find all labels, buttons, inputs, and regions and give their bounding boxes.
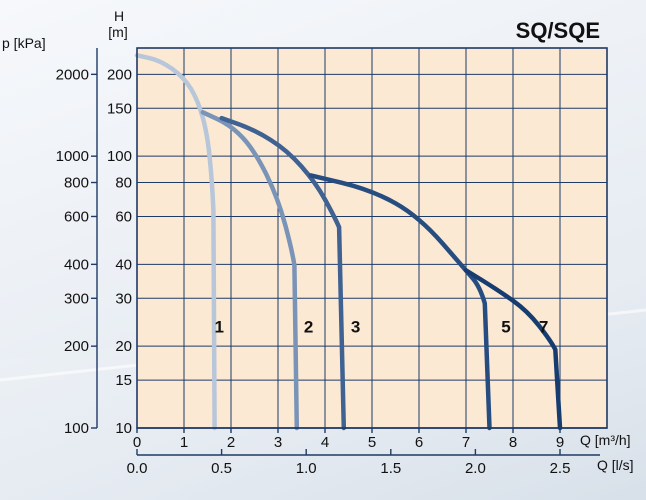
curve-label-3: 3: [351, 317, 360, 336]
p-unit-label: p [kPa]: [2, 35, 46, 51]
y-tick-label: 20: [115, 338, 132, 355]
p-tick-label: 200: [64, 338, 89, 355]
curves: [134, 53, 563, 431]
curve-2: [200, 110, 300, 431]
curve-7: [463, 268, 563, 431]
curve-labels: 1 2 3 5 7: [215, 317, 549, 336]
p-tick-label: 1000: [56, 148, 89, 165]
y-tick-label: 15: [115, 372, 132, 389]
y-axis: 10 15 20 30 40 60 80 100 150 200: [107, 66, 132, 437]
x2-unit-label: Q [l/s]: [597, 457, 634, 473]
x-unit-label: Q [m³/h]: [580, 432, 631, 448]
y-tick-label: 80: [115, 175, 132, 192]
x-tick-label: 6: [415, 434, 423, 451]
x2-tick-label: 0.5: [211, 460, 232, 477]
curve-label-2: 2: [304, 317, 313, 336]
y-unit-label: [m]: [108, 24, 127, 40]
y-tick-label: 30: [115, 290, 132, 307]
x-tick-label: 3: [274, 434, 282, 451]
curve-label-7: 7: [539, 317, 548, 336]
y-tick-label: 40: [115, 256, 132, 273]
x-tick-label: 1: [180, 434, 188, 451]
x-tick-label: 9: [556, 434, 564, 451]
y-tick-label: 150: [107, 100, 132, 117]
x-tick-label: 8: [509, 434, 517, 451]
p-tick-label: 2000: [56, 66, 89, 83]
curve-label-1: 1: [215, 317, 224, 336]
p-tick-label: 400: [64, 256, 89, 273]
x2-tick-label: 2.5: [550, 460, 571, 477]
x2-tick-label: 2.0: [465, 460, 486, 477]
x-tick-label: 7: [462, 434, 470, 451]
x-tick-label: 5: [368, 434, 376, 451]
x-axis: 0 1 2 3 4 5 6 7 8 9: [133, 427, 607, 451]
p-tick-label: 800: [64, 175, 89, 192]
p-tick-label: 600: [64, 208, 89, 225]
p-axis: 100 200 300 400 600 800 1000 2000: [56, 48, 98, 437]
x-tick-label: 4: [321, 434, 329, 451]
x-tick-label: 0: [133, 434, 141, 451]
y-tick-label: 60: [115, 208, 132, 225]
y-tick-label: 10: [115, 420, 132, 437]
curve-1: [134, 53, 217, 431]
p-tick-label: 300: [64, 290, 89, 307]
x2-axis: 0.0 0.5 1.0 1.5 2.0 2.5: [127, 449, 600, 477]
chart-title: SQ/SQE: [516, 18, 600, 43]
x-tick-label: 2: [227, 434, 235, 451]
y-tick-label: 100: [107, 148, 132, 165]
y-tick-label: 200: [107, 66, 132, 83]
x2-tick-label: 1.5: [380, 460, 401, 477]
x2-tick-label: 0.0: [127, 460, 148, 477]
curve-label-5: 5: [501, 317, 510, 336]
curve-5: [308, 173, 492, 431]
x2-tick-label: 1.0: [296, 460, 317, 477]
curve-3: [219, 115, 347, 431]
y-unit-label-top: H: [114, 8, 124, 24]
p-tick-label: 100: [64, 420, 89, 437]
